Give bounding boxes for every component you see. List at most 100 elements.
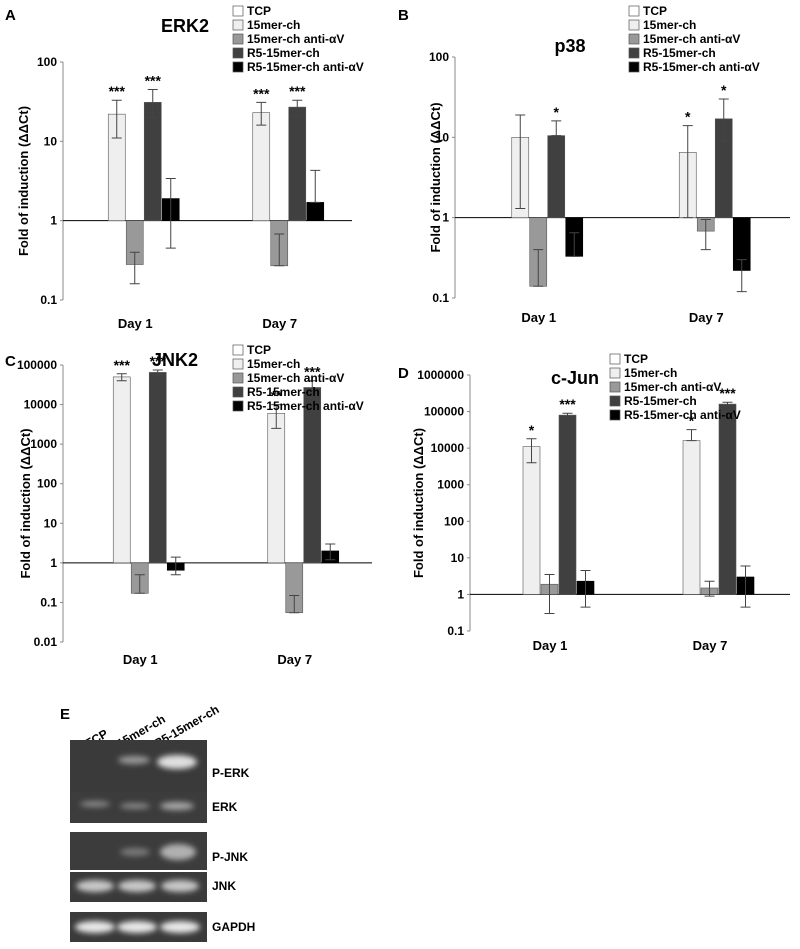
y-axis-label: Fold of induction (ΔΔCt)	[428, 102, 443, 252]
band	[120, 803, 150, 809]
y-tick-label: 1	[50, 214, 57, 228]
row-label: P-ERK	[212, 766, 250, 780]
band	[160, 921, 200, 933]
y-tick-label: 1000	[437, 478, 464, 492]
error-bar	[310, 169, 321, 203]
legend-swatch	[628, 19, 640, 31]
bar	[306, 202, 325, 221]
bar	[143, 102, 162, 221]
legend-label: TCP	[624, 352, 648, 366]
legend-swatch	[609, 381, 621, 393]
y-axis-label: Fold of induction (ΔΔCt)	[411, 428, 426, 578]
chart: A ERK2 Fold of induction (ΔΔCt) 0.1 1 10 100 Da…	[5, 4, 364, 331]
significance-label: *	[529, 422, 535, 438]
error-bar	[515, 114, 526, 210]
row-label: P-JNK	[212, 850, 248, 864]
chart-title: JNK2	[152, 350, 198, 370]
x-tick-label: Day 7	[693, 638, 728, 653]
legend-label: 15mer-ch anti-αV	[247, 32, 344, 46]
error-bar	[111, 99, 122, 139]
band	[160, 802, 194, 810]
significance-label: ***	[304, 364, 321, 380]
legend-swatch	[609, 367, 621, 379]
legend-label: TCP	[247, 4, 271, 18]
band	[160, 844, 196, 860]
significance-label: ***	[253, 85, 270, 101]
legend-label: R5-15mer-ch	[624, 394, 697, 408]
legend-swatch	[232, 386, 244, 398]
bar	[148, 372, 167, 564]
error-bar	[704, 580, 715, 597]
legend-swatch	[628, 61, 640, 73]
legend-label: R5-15mer-ch anti-αV	[643, 60, 760, 74]
bar	[252, 112, 271, 221]
y-tick-label: 1	[442, 211, 449, 225]
error-bar	[170, 556, 181, 576]
error-bar	[700, 218, 711, 251]
bar	[558, 414, 577, 595]
legend-swatch	[232, 19, 244, 31]
panel-letter: D	[398, 365, 409, 382]
x-tick-label: Day 1	[123, 652, 158, 667]
chart-title: c-Jun	[551, 368, 599, 388]
y-tick-label: 100	[37, 477, 57, 491]
x-tick-label: Day 7	[277, 652, 312, 667]
y-tick-label: 1000000	[417, 368, 464, 382]
band	[75, 921, 115, 933]
error-bar	[292, 99, 303, 117]
error-bar	[736, 259, 747, 293]
error-bar	[718, 98, 729, 142]
significance-label: ***	[289, 83, 306, 99]
bar	[682, 440, 701, 595]
error-bar	[580, 570, 591, 608]
error-bar	[544, 574, 555, 615]
y-tick-label: 100	[444, 514, 464, 528]
panel-letter: B	[398, 7, 409, 24]
y-tick-label: 10	[451, 551, 465, 565]
error-bar	[152, 369, 163, 376]
error-bar	[569, 232, 580, 257]
error-bar	[256, 101, 267, 126]
significance-label: ***	[114, 357, 131, 373]
legend-swatch	[232, 344, 244, 356]
band	[118, 756, 150, 764]
row-label: JNK	[212, 879, 236, 893]
band	[161, 880, 199, 892]
error-bar	[134, 574, 145, 594]
legend-swatch	[232, 358, 244, 370]
y-tick-label: 10000	[24, 398, 58, 412]
significance-label: ***	[559, 396, 576, 412]
significance-label: **	[271, 388, 282, 404]
legend-swatch	[232, 33, 244, 45]
significance-label: *	[554, 104, 560, 120]
bar	[303, 387, 322, 564]
significance-label: ***	[150, 353, 167, 369]
error-bar	[722, 401, 733, 406]
panel-letter: A	[5, 7, 16, 24]
band	[80, 801, 110, 807]
y-tick-label: 0.1	[447, 624, 464, 638]
y-tick-label: 1	[50, 556, 57, 570]
y-tick-label: 10	[436, 130, 450, 144]
error-bar	[165, 178, 176, 249]
band	[117, 921, 157, 933]
legend-label: 15mer-ch anti-αV	[247, 371, 344, 385]
error-bar	[740, 565, 751, 608]
y-tick-label: 10000	[431, 441, 465, 455]
y-tick-label: 0.1	[40, 595, 57, 609]
legend-label: R5-15mer-ch	[247, 385, 320, 399]
error-bar	[551, 120, 562, 137]
x-tick-label: Day 1	[118, 316, 153, 331]
band	[118, 880, 156, 892]
legend-swatch	[609, 353, 621, 365]
error-bar	[307, 380, 318, 396]
chart-title: p38	[554, 36, 585, 56]
y-tick-label: 100000	[17, 358, 57, 372]
error-bar	[533, 249, 544, 287]
legend-swatch	[628, 5, 640, 17]
significance-label: ***	[109, 83, 126, 99]
y-tick-label: 10	[44, 516, 58, 530]
legend-swatch	[232, 400, 244, 412]
